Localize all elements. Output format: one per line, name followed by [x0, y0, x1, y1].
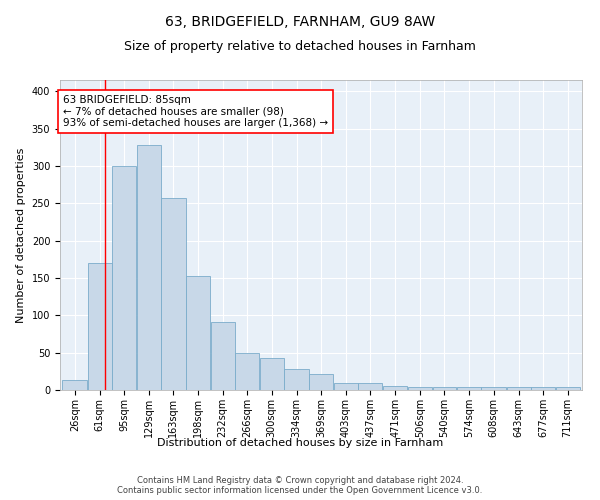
Text: Contains HM Land Registry data © Crown copyright and database right 2024.
Contai: Contains HM Land Registry data © Crown c…	[118, 476, 482, 495]
Bar	[284, 369, 309, 390]
Bar	[88, 263, 112, 390]
Bar	[235, 352, 259, 390]
Bar	[433, 387, 457, 390]
Text: 63 BRIDGEFIELD: 85sqm
← 7% of detached houses are smaller (98)
93% of semi-detac: 63 BRIDGEFIELD: 85sqm ← 7% of detached h…	[63, 95, 328, 128]
Bar	[62, 380, 87, 390]
Y-axis label: Number of detached properties: Number of detached properties	[16, 148, 26, 322]
Bar	[310, 374, 334, 390]
Bar	[260, 358, 284, 390]
Text: Size of property relative to detached houses in Farnham: Size of property relative to detached ho…	[124, 40, 476, 53]
Bar	[457, 387, 481, 390]
Bar	[506, 387, 530, 390]
Bar	[211, 322, 235, 390]
Bar	[358, 384, 382, 390]
Bar	[112, 166, 136, 390]
Text: Distribution of detached houses by size in Farnham: Distribution of detached houses by size …	[157, 438, 443, 448]
Bar	[531, 387, 555, 390]
Bar	[383, 386, 407, 390]
Bar	[556, 387, 580, 390]
Bar	[334, 382, 358, 390]
Bar	[408, 387, 432, 390]
Bar	[186, 276, 210, 390]
Bar	[137, 145, 161, 390]
Text: 63, BRIDGEFIELD, FARNHAM, GU9 8AW: 63, BRIDGEFIELD, FARNHAM, GU9 8AW	[165, 15, 435, 29]
Bar	[481, 387, 506, 390]
Bar	[161, 198, 186, 390]
